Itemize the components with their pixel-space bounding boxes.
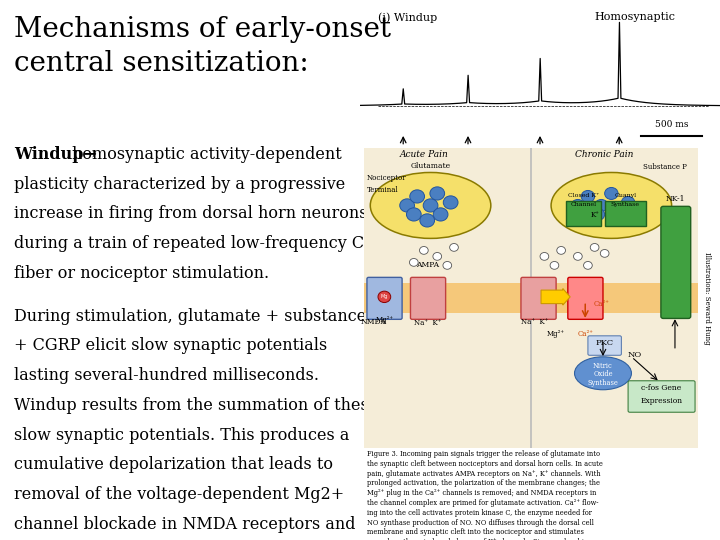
Text: Ca²⁺: Ca²⁺	[594, 300, 610, 308]
Text: Illustration: Seward Hung: Illustration: Seward Hung	[703, 252, 711, 345]
FancyBboxPatch shape	[568, 278, 603, 319]
Text: slow synaptic potentials. This produces a: slow synaptic potentials. This produces …	[14, 427, 350, 443]
Circle shape	[540, 253, 549, 260]
Circle shape	[378, 291, 391, 302]
Circle shape	[557, 246, 565, 254]
Circle shape	[600, 249, 609, 257]
Text: channel blockade in NMDA receptors and: channel blockade in NMDA receptors and	[14, 516, 356, 532]
Text: Mg²⁺: Mg²⁺	[375, 316, 393, 325]
Circle shape	[550, 261, 559, 269]
Circle shape	[581, 191, 595, 202]
Circle shape	[584, 261, 593, 269]
FancyBboxPatch shape	[628, 381, 695, 412]
Text: AMPA: AMPA	[416, 261, 439, 269]
Text: homosynaptic activity-dependent: homosynaptic activity-dependent	[73, 146, 342, 163]
FancyBboxPatch shape	[661, 206, 690, 319]
Circle shape	[420, 246, 428, 254]
Circle shape	[410, 259, 418, 266]
Text: cumulative depolarization that leads to: cumulative depolarization that leads to	[14, 456, 333, 473]
Text: Oxide: Oxide	[593, 370, 613, 379]
FancyBboxPatch shape	[367, 278, 402, 319]
Text: NK-1: NK-1	[666, 195, 685, 203]
Text: Glutamate: Glutamate	[410, 162, 451, 170]
Text: fiber or nociceptor stimulation.: fiber or nociceptor stimulation.	[14, 265, 269, 281]
FancyBboxPatch shape	[588, 336, 621, 355]
Text: Synthase: Synthase	[611, 202, 640, 207]
Text: Closed K⁺: Closed K⁺	[568, 193, 599, 198]
Text: Figure 3. Incoming pain signals trigger the release of glutamate into
the synapt: Figure 3. Incoming pain signals trigger …	[367, 450, 603, 540]
Ellipse shape	[370, 172, 491, 238]
Text: removal of the voltage-dependent Mg2+: removal of the voltage-dependent Mg2+	[14, 486, 344, 503]
Ellipse shape	[551, 172, 672, 238]
Circle shape	[443, 261, 451, 269]
Text: c-fos Gene: c-fos Gene	[642, 384, 682, 392]
Text: Homosynaptic: Homosynaptic	[594, 12, 675, 22]
Circle shape	[590, 244, 599, 251]
Text: Na⁺  K⁺: Na⁺ K⁺	[414, 319, 441, 327]
Text: Na⁺  K⁺: Na⁺ K⁺	[521, 318, 548, 326]
Text: Chronic Pain: Chronic Pain	[575, 151, 634, 159]
Circle shape	[595, 199, 608, 212]
FancyBboxPatch shape	[410, 278, 446, 319]
Circle shape	[591, 208, 605, 220]
Text: Expression: Expression	[641, 397, 683, 404]
Text: NMDA: NMDA	[360, 318, 387, 326]
Text: Nitric: Nitric	[593, 362, 613, 370]
FancyBboxPatch shape	[567, 201, 601, 226]
FancyBboxPatch shape	[521, 278, 556, 319]
Text: K⁺: K⁺	[590, 211, 599, 219]
Ellipse shape	[575, 357, 631, 390]
Text: During stimulation, glutamate + substance P: During stimulation, glutamate + substanc…	[14, 308, 382, 325]
Circle shape	[444, 196, 458, 209]
Circle shape	[605, 187, 618, 199]
Text: Terminal: Terminal	[367, 186, 399, 194]
Text: Windup→: Windup→	[14, 146, 97, 163]
Circle shape	[423, 199, 438, 212]
Text: Guanyl: Guanyl	[614, 193, 636, 198]
Circle shape	[433, 253, 441, 260]
Text: Acute Pain: Acute Pain	[400, 151, 449, 159]
Text: Synthase: Synthase	[588, 379, 618, 387]
Text: PKC: PKC	[595, 340, 613, 347]
Bar	[364, 284, 698, 313]
Circle shape	[450, 244, 459, 251]
Circle shape	[433, 208, 448, 221]
Text: Mg²⁺: Mg²⁺	[547, 330, 565, 338]
FancyBboxPatch shape	[605, 201, 646, 226]
Circle shape	[430, 187, 445, 200]
Circle shape	[571, 199, 585, 212]
Text: Channel: Channel	[570, 202, 597, 207]
FancyArrow shape	[541, 288, 570, 305]
Text: Mechanisms of early-onset
central sensitization:: Mechanisms of early-onset central sensit…	[14, 16, 391, 77]
Circle shape	[407, 208, 421, 221]
Text: Windup results from the summation of these: Windup results from the summation of the…	[14, 397, 379, 414]
Text: (i) Windup: (i) Windup	[378, 12, 437, 23]
Text: NO: NO	[628, 351, 642, 359]
Text: Substance P: Substance P	[643, 164, 687, 172]
Circle shape	[410, 190, 425, 203]
Text: lasting several-hundred milliseconds.: lasting several-hundred milliseconds.	[14, 367, 319, 384]
Text: during a train of repeated low-frequency C-: during a train of repeated low-frequency…	[14, 235, 370, 252]
Text: Ca²⁺: Ca²⁺	[577, 330, 593, 338]
Text: Nociceptor: Nociceptor	[367, 174, 407, 182]
Circle shape	[574, 253, 582, 260]
Circle shape	[420, 214, 435, 227]
Text: plasticity characterized by a progressive: plasticity characterized by a progressiv…	[14, 176, 346, 192]
Text: + CGRP elicit slow synaptic potentials: + CGRP elicit slow synaptic potentials	[14, 338, 328, 354]
Text: increase in firing from dorsal horn neurons: increase in firing from dorsal horn neur…	[14, 205, 368, 222]
Text: 500 ms: 500 ms	[654, 120, 688, 129]
Text: Mg: Mg	[381, 294, 388, 299]
Circle shape	[621, 197, 635, 208]
Circle shape	[400, 199, 415, 212]
